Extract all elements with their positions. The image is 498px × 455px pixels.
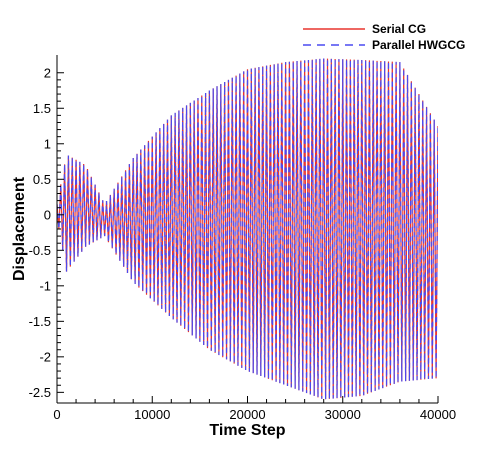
y-tick-label: -0.5 <box>29 243 51 258</box>
series-line-parallel-hwgcg <box>57 58 438 400</box>
y-tick-label: -1 <box>39 278 51 293</box>
x-axis: 0 10000 20000 30000 40000 <box>53 396 456 422</box>
y-axis-title: Displacement <box>11 176 28 281</box>
x-tick-label: 0 <box>53 407 60 422</box>
legend: Serial CG Parallel HWGCG <box>303 22 465 52</box>
y-tick-label: 1.5 <box>33 101 51 116</box>
x-tick-label: 30000 <box>325 407 361 422</box>
legend-label-parallel-hwgcg: Parallel HWGCG <box>372 38 465 52</box>
y-axis: -2.5 -2 -1.5 -1 -0.5 0 0.5 1 1.5 2 <box>29 55 64 403</box>
y-tick-label: -2.5 <box>29 385 51 400</box>
y-tick-label: 0 <box>44 207 51 222</box>
y-tick-label: 1 <box>44 136 51 151</box>
x-tick-label: 40000 <box>420 407 456 422</box>
plot-area <box>57 58 438 400</box>
legend-label-serial-cg: Serial CG <box>372 22 426 36</box>
y-tick-label: 2 <box>44 65 51 80</box>
y-tick-label: 0.5 <box>33 172 51 187</box>
series-line-serial-cg <box>57 58 438 400</box>
y-tick-label: -2 <box>39 349 51 364</box>
x-tick-label: 10000 <box>134 407 170 422</box>
x-axis-title: Time Step <box>209 422 285 439</box>
y-tick-label: -1.5 <box>29 314 51 329</box>
x-tick-label: 20000 <box>229 407 265 422</box>
